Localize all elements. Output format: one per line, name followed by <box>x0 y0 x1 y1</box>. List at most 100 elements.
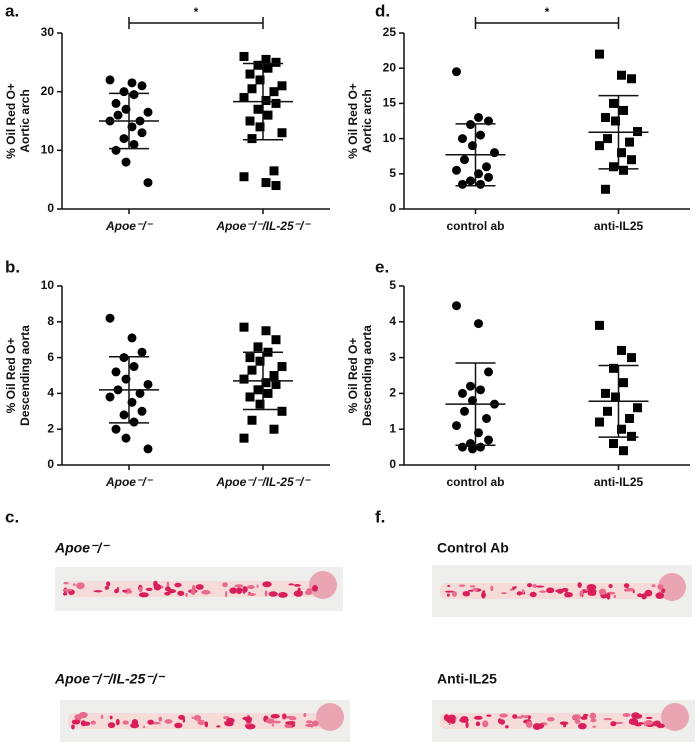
data-point <box>611 116 620 126</box>
data-point <box>111 367 121 377</box>
image-caption: Control Ab <box>437 540 509 556</box>
data-point <box>476 130 485 140</box>
data-point <box>633 403 642 413</box>
lesion <box>109 715 113 720</box>
lesion <box>606 592 611 600</box>
aorta-photo <box>55 567 343 611</box>
y-tick-label: 0 <box>47 201 54 215</box>
data-point <box>595 141 604 151</box>
lesion <box>598 588 607 596</box>
significance-label: * <box>194 5 199 19</box>
data-point <box>474 112 483 122</box>
lesion <box>138 586 143 593</box>
lesion <box>446 593 450 597</box>
data-point <box>627 74 636 84</box>
lesion <box>285 721 295 725</box>
data-point <box>121 433 131 443</box>
lesion <box>304 590 313 596</box>
data-point <box>253 60 263 70</box>
lesion <box>603 718 613 721</box>
data-point <box>452 165 461 175</box>
lesion <box>473 715 483 720</box>
data-point <box>137 347 147 357</box>
panel-label: f. <box>375 507 385 526</box>
data-point <box>277 81 287 91</box>
data-point <box>484 367 493 377</box>
aorta-photo <box>432 565 692 617</box>
lesion <box>546 717 555 722</box>
lesion <box>166 581 170 589</box>
aorta-arch <box>658 573 686 601</box>
data-point <box>127 78 137 88</box>
lesion <box>450 717 456 725</box>
data-point <box>476 385 485 395</box>
lesion <box>644 719 653 726</box>
lesion <box>229 587 238 594</box>
data-point <box>625 413 634 423</box>
lesion <box>581 589 584 597</box>
x-tick-label: Apoe⁻/⁻/IL-25⁻/⁻ <box>215 475 311 489</box>
lesion <box>73 583 76 586</box>
significance-label: * <box>545 5 550 19</box>
data-point <box>105 392 115 402</box>
data-point <box>482 413 491 423</box>
y-axis-label: Descending aorta <box>360 325 374 426</box>
data-point <box>458 442 467 452</box>
lesion <box>177 590 185 596</box>
lesion <box>190 589 196 595</box>
lesion <box>62 588 73 592</box>
lesion <box>264 590 268 597</box>
data-point <box>595 320 604 330</box>
lesion <box>242 586 248 593</box>
lesion <box>191 716 194 719</box>
data-point <box>271 379 281 389</box>
data-point <box>269 87 279 97</box>
data-point <box>239 433 249 443</box>
data-point <box>601 184 610 194</box>
y-tick-label: 5 <box>389 278 396 292</box>
data-point <box>476 179 485 189</box>
data-point <box>611 392 620 402</box>
y-tick-label: 20 <box>383 60 397 74</box>
aorta-photo <box>432 700 695 742</box>
data-point <box>261 95 271 105</box>
lesion <box>526 583 533 588</box>
lesion <box>153 580 158 588</box>
lesion <box>71 724 75 730</box>
y-tick-label: 0 <box>389 457 396 471</box>
lesion <box>586 584 597 591</box>
data-point <box>239 93 249 103</box>
data-point <box>255 122 265 132</box>
data-point <box>484 435 493 445</box>
lesion <box>245 724 255 730</box>
x-tick-label: control ab <box>446 219 504 233</box>
data-point <box>452 67 461 77</box>
y-tick-label: 10 <box>41 143 55 157</box>
data-point <box>245 353 255 363</box>
y-tick-label: 20 <box>41 84 55 98</box>
lesion <box>90 720 96 725</box>
data-point <box>239 374 249 384</box>
aorta-arch <box>316 703 344 731</box>
lesion <box>490 585 494 592</box>
lesion <box>556 588 564 594</box>
lesion <box>582 713 589 717</box>
lesion <box>622 713 631 718</box>
lesion <box>164 591 171 596</box>
data-point <box>105 313 115 323</box>
data-point <box>261 378 271 388</box>
data-point <box>263 63 273 73</box>
lesion <box>284 715 293 719</box>
y-axis-label: Descending aorta <box>18 325 32 426</box>
lesion <box>590 718 597 723</box>
y-axis-label: % Oil Red O+ <box>346 83 360 159</box>
lesion <box>222 582 228 588</box>
data-point <box>619 446 628 456</box>
x-tick-label: Apoe⁻/⁻/IL-25⁻/⁻ <box>215 219 311 233</box>
data-point <box>245 392 255 402</box>
lesion <box>643 721 646 727</box>
data-point <box>137 81 147 91</box>
lesion <box>501 592 507 595</box>
lesion <box>93 590 103 593</box>
lesion <box>106 581 111 587</box>
